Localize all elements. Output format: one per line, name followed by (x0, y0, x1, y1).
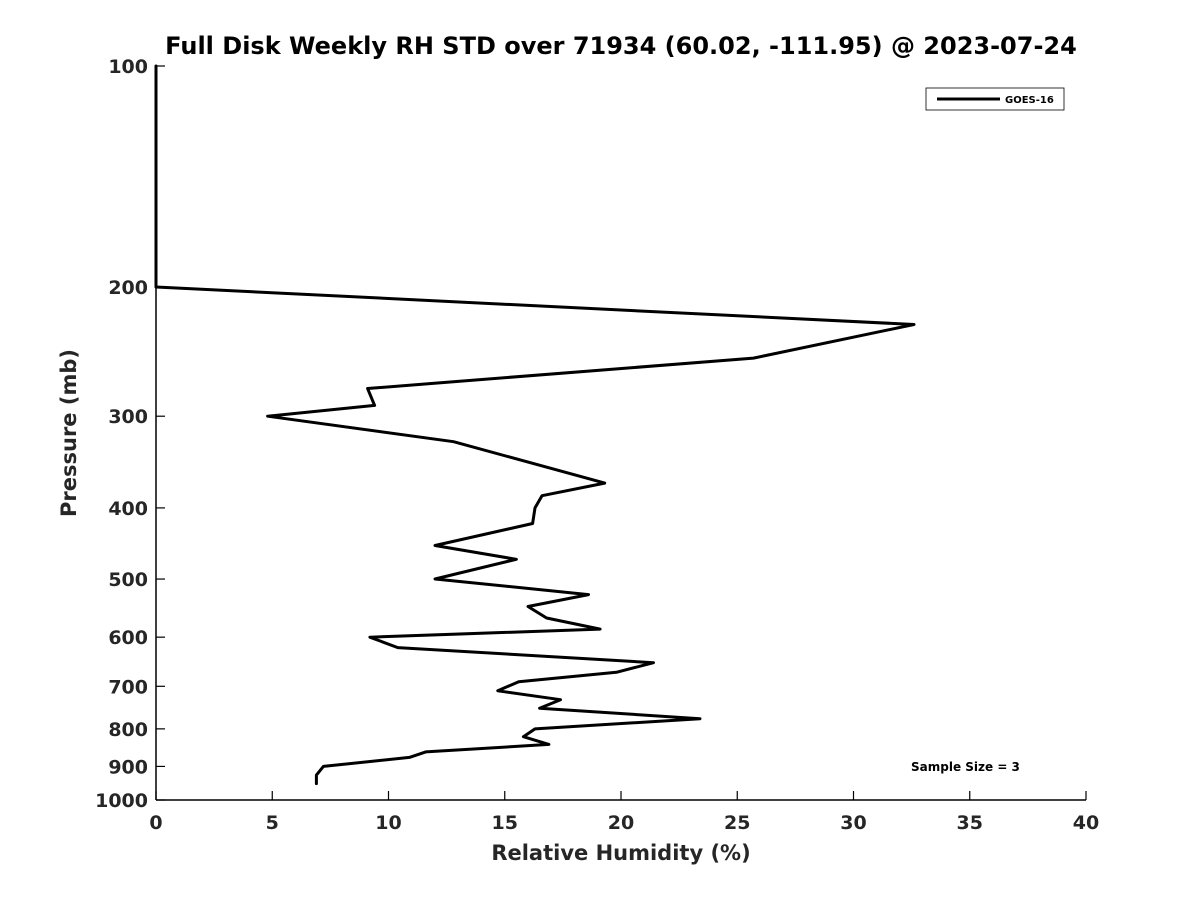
sample-size-annotation: Sample Size = 3 (911, 760, 1020, 774)
y-tick-label: 200 (108, 277, 148, 299)
legend-label: GOES-16 (1005, 95, 1054, 106)
series-line-goes-16 (154, 64, 916, 786)
y-axis-label: Pressure (mb) (57, 349, 81, 517)
y-tick-label: 700 (108, 676, 148, 698)
y-tick-label: 600 (108, 627, 148, 649)
y-tick-label: 400 (108, 498, 148, 520)
x-tick-label: 5 (266, 812, 279, 834)
x-tick-label: 30 (840, 812, 866, 834)
x-tick-label: 0 (149, 812, 162, 834)
series-layer (154, 64, 916, 786)
y-tick-label: 300 (108, 406, 148, 428)
y-ticks: 100 200 300 400 500 600 700 800 900 1000 (95, 56, 165, 812)
y-tick-label: 900 (108, 756, 148, 778)
x-tick-label: 35 (957, 812, 983, 834)
x-tick-label: 25 (724, 812, 750, 834)
x-tick-label: 15 (492, 812, 518, 834)
legend: GOES-16 (925, 87, 1065, 111)
x-tick-label: 20 (608, 812, 634, 834)
x-tick-label: 10 (375, 812, 401, 834)
x-tick-label: 40 (1073, 812, 1099, 834)
y-tick-label: 100 (108, 56, 148, 78)
x-axis-label: Relative Humidity (%) (491, 841, 750, 865)
chart-title: Full Disk Weekly RH STD over 71934 (60.0… (165, 32, 1077, 60)
y-tick-label: 1000 (95, 790, 148, 812)
y-tick-label: 800 (108, 719, 148, 741)
x-ticks: 0 5 10 15 20 25 30 35 40 (149, 791, 1099, 834)
y-tick-label: 500 (108, 569, 148, 591)
